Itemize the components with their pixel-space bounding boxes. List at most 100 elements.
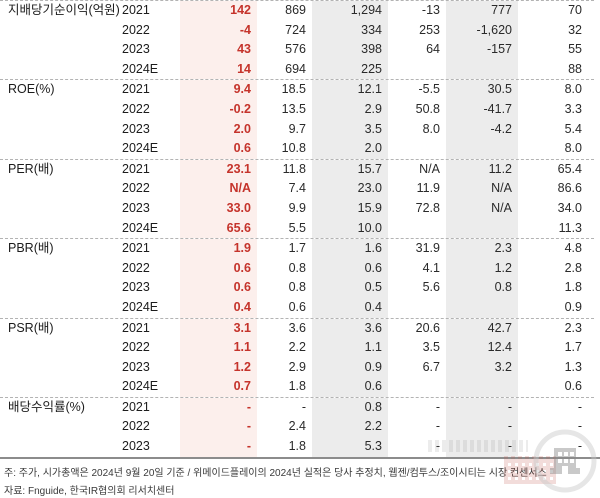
metric-label [0, 100, 122, 120]
value-cell: 142 [180, 1, 257, 21]
year-cell: 2022 [122, 419, 150, 434]
value-cell: 1.8 [288, 439, 306, 454]
value-cell: 225 [312, 59, 388, 80]
value-cell: 65.4 [557, 161, 582, 176]
table-row: 2022-2.4 2.2- - - [0, 417, 594, 438]
year-cell: 2022 [122, 101, 150, 116]
value-cell: 0.5 [312, 278, 388, 298]
value-cell: 65.6 [180, 218, 257, 239]
metric-label: ROE(%) [8, 82, 55, 97]
value-cell: N/A [180, 179, 257, 199]
year-cell: 2023 [122, 200, 150, 215]
value-cell: N/A [419, 161, 440, 176]
value-cell: -13 [421, 3, 440, 17]
value-cell: 50.8 [415, 101, 440, 116]
value-cell: 0.6 [312, 377, 388, 397]
value-cell [446, 218, 518, 239]
year-cell: 2024E [122, 61, 159, 76]
table-row: ROE(%) 2021 9.4 18.5 12.1 -5.5 30.5 8.0 [0, 79, 594, 100]
value-cell: 0.8 [312, 397, 388, 418]
value-cell: 1.2 [180, 357, 257, 378]
value-cell: 1.7 [288, 241, 306, 256]
metric-label: PER(배) [8, 161, 54, 176]
value-cell: -41.7 [446, 99, 518, 120]
value-cell: 777 [446, 1, 518, 21]
year-cell: 2021 [122, 161, 150, 176]
metric-label [0, 338, 122, 358]
value-cell: - [446, 437, 518, 457]
value-cell: 11.8 [282, 161, 306, 176]
table-row: PBR(배) 2021 1.9 1.7 1.6 31.9 2.3 4.8 [0, 238, 594, 259]
year-cell: 2024E [122, 141, 159, 156]
value-cell: N/A [446, 179, 518, 199]
metric-label: 지배당기순이익(억원) [8, 3, 120, 17]
value-cell: 88 [568, 61, 582, 76]
table-row: 2022 -0.2 13.5 2.9 50.8 -41.7 3.3 [0, 99, 594, 120]
metric-label [0, 120, 122, 140]
year-cell: 2022 [122, 181, 150, 196]
metric-label [0, 179, 122, 199]
value-cell: 7.4 [288, 181, 306, 196]
value-cell: 14 [180, 59, 257, 80]
value-cell [446, 377, 518, 397]
table-row: 2023 33.0 9.9 15.9 72.8 N/A 34.0 [0, 198, 594, 219]
value-cell: 13.5 [281, 101, 306, 116]
value-cell: 5.5 [288, 220, 306, 235]
value-cell: 0.6 [180, 139, 257, 159]
table-row: 2022 1.1 2.2 1.1 3.5 12.4 1.7 [0, 338, 594, 358]
value-cell: 23.0 [312, 179, 388, 199]
value-cell: 43 [180, 40, 257, 60]
value-cell: 0.4 [312, 297, 388, 318]
value-cell: 11.9 [416, 181, 440, 196]
value-cell: 64 [426, 42, 440, 57]
value-cell: 31.9 [415, 241, 440, 256]
value-cell: -0.2 [180, 99, 257, 120]
value-cell: 1.7 [564, 340, 582, 355]
value-cell: 55 [568, 42, 582, 57]
table-row: 2023 2.0 9.7 3.5 8.0 -4.2 5.4 [0, 119, 594, 140]
value-cell: 0.6 [180, 278, 257, 298]
value-cell: 23.1 [180, 159, 257, 180]
metric-label [0, 358, 122, 378]
value-cell [388, 139, 446, 159]
value-cell: 0.8 [288, 280, 306, 295]
value-cell: - [180, 417, 257, 438]
value-cell: 869 [285, 3, 306, 17]
value-cell: 2.8 [564, 260, 582, 275]
value-cell: N/A [446, 198, 518, 219]
value-cell: -4.2 [446, 119, 518, 140]
year-cell: 2022 [122, 260, 150, 275]
value-cell: 33.0 [180, 198, 257, 219]
metric-label [0, 259, 122, 279]
value-cell: - [577, 419, 582, 434]
value-cell: 1.6 [312, 239, 388, 259]
value-cell: 9.9 [288, 200, 306, 215]
value-cell: 0.7 [180, 377, 257, 397]
value-cell: 15.9 [312, 198, 388, 219]
note-basis: 주: 주가, 시가총액은 2024년 9월 20일 기준 / 위메이드플레이의 … [4, 467, 547, 479]
value-cell: -4 [180, 20, 257, 41]
value-cell: 0.4 [180, 297, 257, 318]
metric-label [0, 21, 122, 41]
value-cell: 18.5 [281, 82, 306, 97]
financial-table: 지배당기순이익(억원) 2021 142 869 1,294 -13 777 70 2022 -4… [0, 0, 594, 457]
year-cell: 2022 [122, 22, 150, 37]
metric-label [0, 40, 122, 60]
value-cell: - [301, 399, 306, 414]
value-cell: 42.7 [446, 318, 518, 339]
metric-label: 배당수익률(%) [8, 399, 85, 414]
value-cell: 12.4 [446, 338, 518, 358]
value-cell: 15.7 [312, 159, 388, 180]
table-row: PER(배) 2021 23.1 11.8 15.7 N/A 11.2 65.4 [0, 158, 594, 180]
value-cell: 334 [312, 20, 388, 41]
value-cell [446, 59, 518, 80]
value-cell: 8.0 [422, 121, 440, 136]
table-row: 2023 0.6 0.8 0.5 5.6 0.8 1.8 [0, 278, 594, 298]
value-cell: 3.2 [446, 357, 518, 378]
value-cell: 2.3 [564, 320, 582, 335]
value-cell: -157 [446, 40, 518, 60]
metric-label [0, 377, 122, 397]
value-cell: 0.6 [180, 258, 257, 279]
value-cell: 5.6 [422, 280, 440, 295]
